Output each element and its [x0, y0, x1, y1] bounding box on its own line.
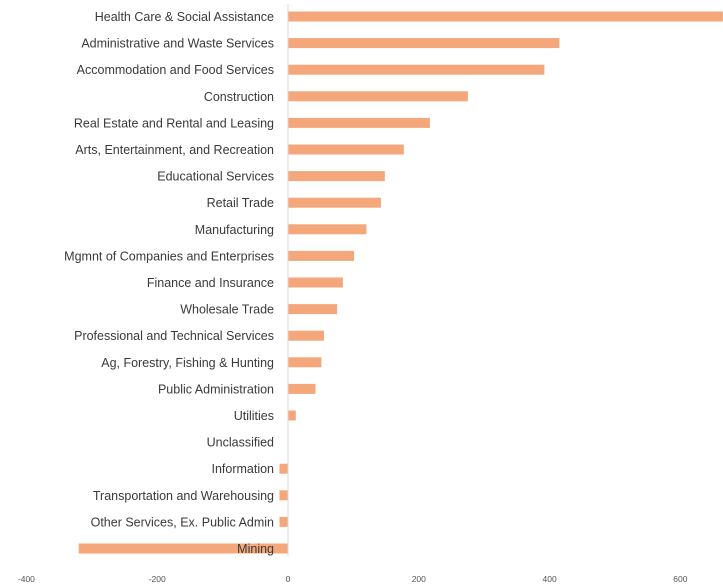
category-label: Public Administration	[158, 382, 274, 396]
category-label: Educational Services	[157, 170, 274, 184]
bar	[279, 516, 288, 527]
category-label: Transportation and Warehousing	[93, 489, 274, 503]
bar	[288, 197, 381, 208]
bar	[288, 171, 385, 182]
bar	[279, 463, 288, 474]
x-tick-label: 400	[543, 574, 557, 584]
x-tick-labels: -400 -200 0 200 400 600	[18, 574, 688, 584]
bar	[78, 543, 288, 554]
category-label: Arts, Entertainment, and Recreation	[75, 143, 274, 157]
bar	[279, 490, 288, 501]
category-label: Other Services, Ex. Public Admin	[91, 515, 274, 529]
x-tick-label: -200	[149, 574, 166, 584]
category-label: Wholesale Trade	[180, 303, 274, 317]
category-label: Retail Trade	[207, 196, 274, 210]
category-label: Mgmnt of Companies and Enterprises	[64, 249, 274, 263]
category-label: Information	[211, 462, 274, 476]
bar	[288, 304, 338, 315]
bar	[288, 250, 355, 261]
category-labels: Health Care & Social Assistance Administr…	[64, 10, 274, 556]
bar	[288, 224, 367, 235]
bar	[288, 117, 430, 128]
category-label: Administrative and Waste Services	[81, 37, 274, 51]
bar	[288, 330, 324, 341]
bar	[288, 144, 404, 155]
category-label: Utilities	[234, 409, 274, 423]
x-tick-label: 200	[412, 574, 426, 584]
bar	[288, 383, 316, 394]
bars-layer	[78, 11, 723, 554]
bar	[288, 410, 296, 421]
bar	[288, 357, 322, 368]
x-tick-label: -400	[18, 574, 35, 584]
category-label: Ag, Forestry, Fishing & Hunting	[101, 356, 274, 370]
category-label: Construction	[204, 90, 274, 104]
category-label: Unclassified	[207, 436, 274, 450]
category-label: Real Estate and Rental and Leasing	[74, 116, 274, 130]
category-label: Accommodation and Food Services	[77, 63, 274, 77]
category-label: Mining	[237, 542, 274, 556]
category-label: Manufacturing	[195, 223, 274, 237]
bar	[288, 91, 468, 102]
bar	[288, 38, 560, 49]
x-tick-label: 600	[673, 574, 687, 584]
bar	[288, 64, 545, 75]
category-label: Health Care & Social Assistance	[95, 10, 274, 24]
category-label: Finance and Insurance	[147, 276, 274, 290]
category-label: Professional and Technical Services	[74, 329, 274, 343]
x-tick-label: 0	[286, 574, 291, 584]
bar	[288, 277, 343, 288]
bar	[288, 11, 723, 22]
